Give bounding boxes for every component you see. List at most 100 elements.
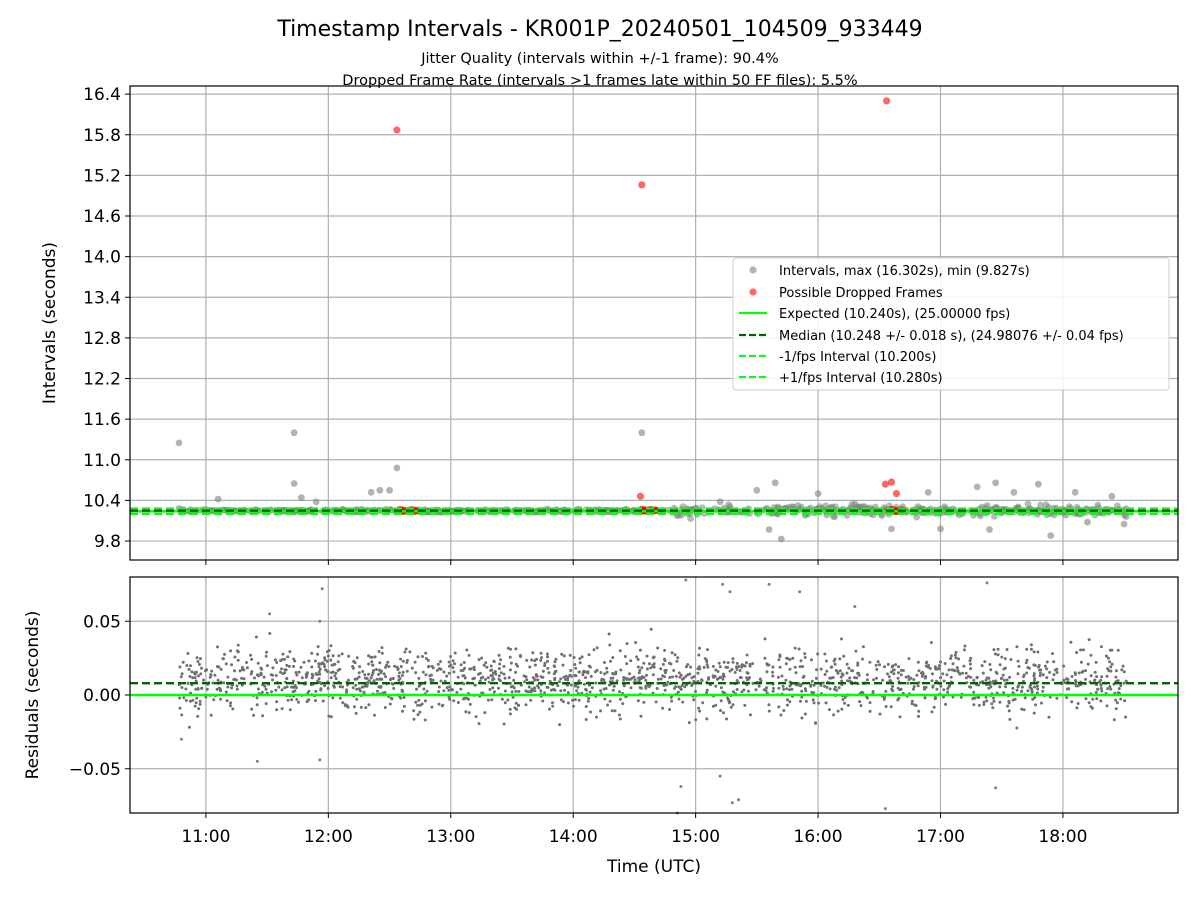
residual-point xyxy=(424,651,428,655)
residuals-y-tick-label: −0.05 xyxy=(69,760,121,780)
residual-point xyxy=(498,679,502,683)
residual-point xyxy=(763,656,767,660)
residual-point xyxy=(290,698,294,702)
residual-point xyxy=(1106,656,1110,660)
residual-point xyxy=(603,672,607,676)
residual-point xyxy=(963,648,966,652)
residual-point xyxy=(249,653,253,657)
residual-point xyxy=(578,657,582,661)
residual-point xyxy=(1020,689,1024,693)
intervals-y-tick-label: 15.2 xyxy=(83,166,121,186)
residual-point xyxy=(636,658,640,661)
residual-point xyxy=(184,699,188,702)
residual-point xyxy=(691,682,694,686)
residual-point xyxy=(261,714,265,718)
residual-point xyxy=(255,696,259,700)
residual-point xyxy=(216,645,219,649)
residual-point xyxy=(455,690,459,694)
residual-point xyxy=(1011,691,1015,695)
interval-point xyxy=(1024,500,1032,508)
residual-point xyxy=(485,665,489,669)
residual-point xyxy=(721,677,725,681)
interval-point xyxy=(851,500,859,508)
residual-point xyxy=(524,675,528,679)
residual-point xyxy=(1108,648,1112,652)
residual-point xyxy=(824,701,828,705)
residual-point xyxy=(367,662,371,666)
residual-point xyxy=(735,661,739,665)
residual-point xyxy=(287,664,291,668)
residual-point xyxy=(703,657,707,661)
residual-point xyxy=(800,716,804,720)
residual-point xyxy=(992,696,995,700)
residual-point xyxy=(810,679,814,683)
residual-point xyxy=(912,687,915,691)
residual-point xyxy=(1022,675,1025,679)
residual-point xyxy=(1086,662,1090,666)
residual-point xyxy=(299,665,303,669)
residual-point xyxy=(285,677,289,680)
residual-point xyxy=(994,786,998,790)
residual-point xyxy=(431,678,435,682)
residual-point xyxy=(235,687,239,691)
residual-point xyxy=(297,670,301,674)
residual-point xyxy=(588,683,591,687)
residual-point xyxy=(1067,687,1071,691)
residual-point xyxy=(242,677,246,681)
residual-point xyxy=(1075,706,1079,710)
residual-point xyxy=(369,676,373,680)
x-tick-label: 13:00 xyxy=(426,827,475,847)
residual-point xyxy=(1074,680,1078,684)
residual-point xyxy=(559,689,563,693)
residual-point xyxy=(799,699,802,703)
residual-point xyxy=(377,673,380,676)
residual-point xyxy=(931,672,934,676)
residual-point xyxy=(767,709,771,713)
residual-point xyxy=(738,669,742,672)
residual-point xyxy=(878,712,882,716)
residual-point xyxy=(209,713,213,717)
residual-point xyxy=(315,673,319,676)
residual-point xyxy=(317,681,321,685)
residual-point xyxy=(694,718,698,722)
interval-point xyxy=(376,486,384,494)
interval-point xyxy=(1071,488,1079,496)
residual-point xyxy=(178,665,182,669)
residual-point xyxy=(644,684,648,688)
residual-point xyxy=(400,689,404,693)
residual-point xyxy=(577,698,581,702)
residual-point xyxy=(184,687,188,691)
residual-point xyxy=(1105,674,1109,678)
residual-point xyxy=(705,663,709,667)
residual-point xyxy=(443,679,447,683)
residual-point xyxy=(977,696,981,700)
residual-point xyxy=(262,675,266,679)
residual-point xyxy=(804,689,808,693)
residual-point xyxy=(628,672,631,676)
residual-point xyxy=(1004,685,1007,689)
residual-point xyxy=(962,664,966,668)
residual-point xyxy=(812,683,816,687)
residual-point xyxy=(477,658,481,662)
residual-point xyxy=(249,672,253,676)
residual-point xyxy=(211,681,215,685)
residual-point xyxy=(245,661,248,664)
residual-point xyxy=(964,671,968,675)
residual-point xyxy=(554,657,558,661)
residual-point xyxy=(625,662,629,666)
residual-point xyxy=(1093,670,1097,674)
residual-point xyxy=(930,710,934,714)
residual-point xyxy=(336,660,340,664)
residual-point xyxy=(499,658,502,662)
residual-point xyxy=(202,678,206,682)
residual-point xyxy=(1094,660,1098,664)
x-axis-label: Time (UTC) xyxy=(606,857,701,877)
interval-point xyxy=(814,490,822,497)
residual-point xyxy=(1029,643,1033,647)
residual-point xyxy=(957,657,961,661)
residual-point xyxy=(1032,679,1036,683)
residual-point xyxy=(423,699,427,703)
residual-point xyxy=(1045,660,1049,664)
residual-point xyxy=(563,688,567,692)
residual-point xyxy=(939,676,943,680)
